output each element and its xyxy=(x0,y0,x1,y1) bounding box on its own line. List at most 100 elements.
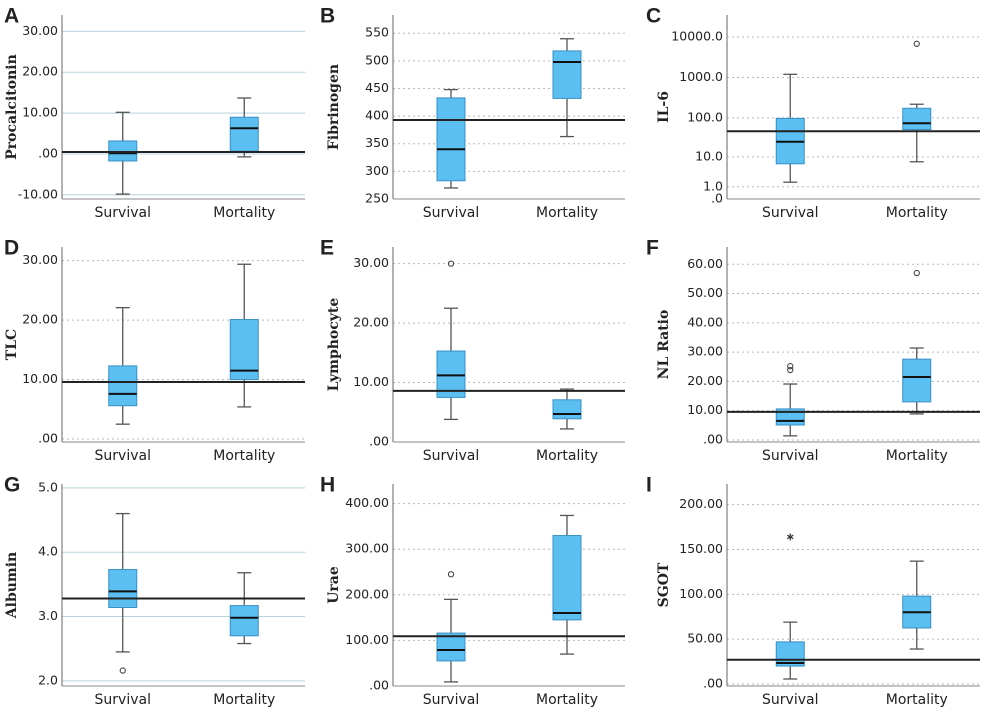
x-tick-label: Survival xyxy=(423,205,479,221)
box xyxy=(229,319,259,381)
outlier xyxy=(447,571,455,578)
y-axis-label: Albumin xyxy=(4,552,20,619)
y-tick-label: .00 xyxy=(38,431,58,446)
y-tick-label: 200.00 xyxy=(679,496,723,511)
x-tick-label: Survival xyxy=(95,692,151,708)
y-tick-label: 100.0 xyxy=(687,109,723,124)
x-tick-label: Survival xyxy=(762,205,818,221)
y-tick-label: .00 xyxy=(369,434,389,449)
y-tick-label: 400.00 xyxy=(345,495,389,510)
box xyxy=(552,535,582,621)
box xyxy=(552,399,582,420)
x-tick-label: Mortality xyxy=(886,448,948,464)
panel-letter: I xyxy=(646,474,652,497)
y-axis-label: Fibrinogen xyxy=(326,64,342,150)
x-tick-label: Mortality xyxy=(536,692,598,708)
x-tick-label: Mortality xyxy=(536,205,598,221)
y-tick-label: 50.00 xyxy=(687,285,723,300)
y-tick-label: 10.00 xyxy=(353,374,389,389)
y-tick-label: 250 xyxy=(365,191,389,206)
outlier xyxy=(913,269,920,277)
y-tick-label: 1.0 xyxy=(703,178,723,193)
box xyxy=(108,140,138,162)
outlier xyxy=(447,260,455,267)
y-tick-label: 100.00 xyxy=(679,586,723,601)
panel-letter: B xyxy=(320,5,335,28)
y-axis-label: SGOT xyxy=(656,562,672,607)
y-tick-label: 60.00 xyxy=(687,256,723,271)
box xyxy=(108,365,138,407)
x-tick-label: Mortality xyxy=(213,448,275,464)
y-axis-label: Lymphocyte xyxy=(326,298,342,392)
box xyxy=(229,605,259,637)
x-tick-label: Mortality xyxy=(213,205,275,221)
y-tick-label: .00 xyxy=(703,676,723,691)
y-tick-label: -10.00 xyxy=(18,186,58,201)
y-tick-label: .0 xyxy=(711,191,723,206)
y-tick-label: 150.00 xyxy=(679,541,723,556)
y-tick-label: 5.0 xyxy=(38,479,58,494)
box xyxy=(436,632,466,662)
y-tick-label: 300 xyxy=(365,163,389,178)
y-axis-label: NL Ratio xyxy=(656,310,672,380)
panel-letter: A xyxy=(4,5,19,28)
y-tick-label: 550 xyxy=(365,25,389,40)
y-tick-label: 10.00 xyxy=(22,105,58,120)
y-tick-label: 30.00 xyxy=(687,344,723,359)
y-tick-label: 20.00 xyxy=(687,373,723,388)
y-tick-label: 500 xyxy=(365,52,389,67)
y-tick-label: 3.0 xyxy=(38,608,58,623)
panel-letter: F xyxy=(646,237,659,260)
box xyxy=(436,97,466,182)
y-tick-label: 4.0 xyxy=(38,544,58,559)
outlier xyxy=(787,363,794,370)
panel-letter: C xyxy=(646,5,661,28)
y-tick-label: 300.00 xyxy=(345,541,389,556)
x-tick-label: Survival xyxy=(762,692,818,708)
y-tick-label: 10.00 xyxy=(687,402,723,417)
x-tick-label: Mortality xyxy=(213,692,275,708)
box xyxy=(902,107,932,131)
panel-letter: E xyxy=(320,237,334,260)
y-axis-label: Procalcitonin xyxy=(4,54,20,159)
outlier xyxy=(913,40,920,47)
y-tick-label: 100.00 xyxy=(345,632,389,647)
x-tick-label: Survival xyxy=(762,448,818,464)
panel-letter: G xyxy=(4,474,20,497)
x-tick-label: Survival xyxy=(95,205,151,221)
y-tick-label: 20.00 xyxy=(22,64,58,79)
outlier xyxy=(786,533,794,541)
x-tick-label: Mortality xyxy=(886,692,948,708)
panel-letter: D xyxy=(4,237,19,260)
y-tick-label: 10.00 xyxy=(22,371,58,386)
y-tick-label: 30.00 xyxy=(22,23,58,38)
y-tick-label: .00 xyxy=(703,431,723,446)
outlier xyxy=(119,667,126,674)
box xyxy=(436,350,466,398)
panel-letter: H xyxy=(320,474,335,497)
box xyxy=(902,358,932,403)
y-tick-label: .00 xyxy=(38,146,58,161)
x-tick-label: Survival xyxy=(423,448,479,464)
box xyxy=(108,569,138,609)
box xyxy=(229,116,259,152)
y-tick-label: 1000.0 xyxy=(679,69,723,84)
y-tick-label: 450 xyxy=(365,80,389,95)
y-tick-label: 10000.0 xyxy=(671,29,723,44)
y-tick-label: .00 xyxy=(369,678,389,693)
y-axis-label: TLC xyxy=(4,329,20,360)
y-tick-label: 400 xyxy=(365,108,389,123)
y-axis-label: IL-6 xyxy=(656,91,672,123)
y-tick-label: 2.0 xyxy=(38,672,58,687)
y-tick-label: 30.00 xyxy=(353,255,389,270)
y-tick-label: 50.00 xyxy=(687,631,723,646)
y-tick-label: 350 xyxy=(365,135,389,150)
outlier xyxy=(787,366,794,374)
x-tick-label: Mortality xyxy=(886,205,948,221)
y-axis-label: Urae xyxy=(326,566,342,604)
y-tick-label: 10.0 xyxy=(695,148,723,163)
y-tick-label: 30.00 xyxy=(22,252,58,267)
y-tick-label: 40.00 xyxy=(687,314,723,329)
x-tick-label: Survival xyxy=(423,692,479,708)
